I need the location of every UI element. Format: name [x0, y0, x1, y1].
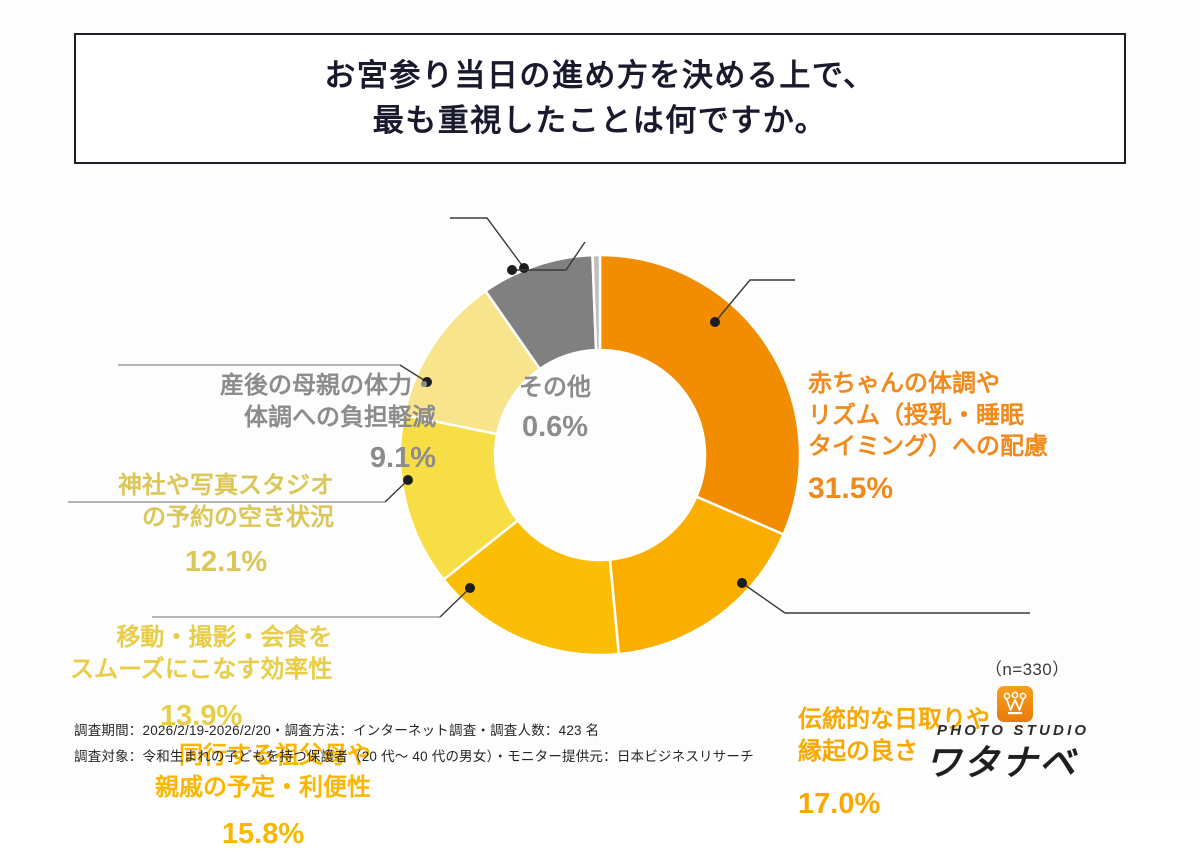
slice-label-tradition-line2: 縁起の良さ — [798, 737, 918, 765]
logo-studio-name: ワタナベ — [925, 742, 1078, 783]
slice-label-other: その他 0.6% — [519, 372, 591, 446]
leader-dot-baby — [710, 317, 720, 327]
slice-label-tradition-line1: 伝統的な日取りや — [798, 706, 990, 733]
leader-line-booking — [399, 364, 428, 383]
donut-slice — [591, 253, 602, 352]
slice-label-baby-line2: リズム（授乳・睡眠 — [808, 401, 1024, 429]
crown-w-glyph — [1003, 691, 1027, 715]
title-line-1: お宮参り当日の進め方を決める上で、 — [324, 57, 876, 93]
footnote-line-1: 調査期間：2026/2/19-2026/2/20・調査方法：インターネット調査・… — [74, 723, 600, 738]
slice-label-booking: 神社や写真スタジオ の予約の空き状況 12.1% — [118, 470, 334, 582]
slice-value-efficiency: 13.9% — [160, 700, 243, 733]
sample-size-note: （n=330） — [985, 660, 1070, 679]
slice-value-tradition: 17.0% — [798, 788, 881, 821]
leader-dot-tradition — [737, 578, 747, 588]
slice-label-mother-line2: 体調への負担軽減 — [244, 403, 436, 431]
donut-chart: 赤ちゃんの体調や リズム（授乳・睡眠 タイミング）への配慮 31.5% 伝統的な… — [0, 170, 1200, 850]
survey-footnotes: 調査期間：2026/2/19-2026/2/20・調査方法：インターネット調査・… — [74, 718, 894, 771]
slice-label-mother: 産後の母親の体力・ 体調への負担軽減 9.1% — [220, 370, 436, 478]
slice-label-booking-line2: の予約の空き状況 — [142, 503, 334, 531]
slice-label-efficiency-line2: スムーズにこなす効率性 — [70, 655, 333, 683]
slice-value-mother: 9.1% — [369, 442, 436, 475]
slice-label-baby: 赤ちゃんの体調や リズム（授乳・睡眠 タイミング）への配慮 31.5% — [808, 368, 1048, 509]
slice-label-grandparents-line1: 同行する祖父母や — [179, 742, 371, 769]
leader-line-grandparents — [439, 587, 471, 618]
leader-dot-booking — [422, 377, 432, 387]
leader-line-mother — [450, 217, 525, 269]
slice-label-baby-line3: タイミング）への配慮 — [808, 433, 1048, 461]
slice-label-other-line1: その他 — [519, 374, 591, 401]
donut-chart-svg — [68, 217, 1030, 657]
footnote-line-2: 調査対象：令和生まれの子どもを持つ保護者（20 代〜 40 代の男女）・モニター… — [74, 749, 754, 765]
slice-value-grandparents: 15.8% — [221, 818, 305, 851]
slice-label-efficiency-line1: 移動・撮影・会食を — [116, 624, 333, 651]
slice-value-baby: 31.5% — [808, 472, 894, 506]
leader-line-efficiency — [384, 479, 409, 503]
slice-label-baby-line1: 赤ちゃんの体調や — [808, 370, 1000, 397]
slice-label-booking-line1: 神社や写真スタジオ — [118, 472, 334, 499]
slice-label-mother-line1: 産後の母親の体力・ — [220, 372, 436, 399]
slice-value-other: 0.6% — [521, 410, 589, 443]
slice-label-efficiency: 移動・撮影・会食を スムーズにこなす効率性 13.9% — [70, 622, 332, 736]
donut-slice — [598, 253, 802, 537]
crown-w-icon — [997, 686, 1033, 722]
slice-value-booking: 12.1% — [184, 546, 268, 579]
leader-line-tradition — [741, 582, 786, 614]
leader-dot-mother — [519, 263, 529, 273]
donut-slice — [608, 495, 786, 656]
slice-label-grandparents-line2: 親戚の予定・利便性 — [155, 773, 371, 801]
leader-dot-efficiency — [403, 475, 413, 485]
leader-dot-other — [507, 265, 517, 275]
studio-logo: PHOTO STUDIO ワタナベ — [925, 686, 1135, 783]
infographic-canvas: お宮参り当日の進め方を決める上で、 最も重視したことは何ですか。 — [0, 33, 1200, 851]
leader-lines — [68, 217, 1030, 618]
leader-dot-grandparents — [465, 583, 475, 593]
donut-slices — [398, 253, 802, 657]
leader-line-other — [512, 241, 586, 271]
title-line-2: 最も重視したことは何ですか。 — [372, 102, 828, 138]
leader-line-baby — [714, 279, 795, 323]
page-title: お宮参り当日の進め方を決める上で、 最も重視したことは何ですか。 — [74, 33, 1126, 164]
logo-tagline: PHOTO STUDIO — [937, 722, 1090, 739]
